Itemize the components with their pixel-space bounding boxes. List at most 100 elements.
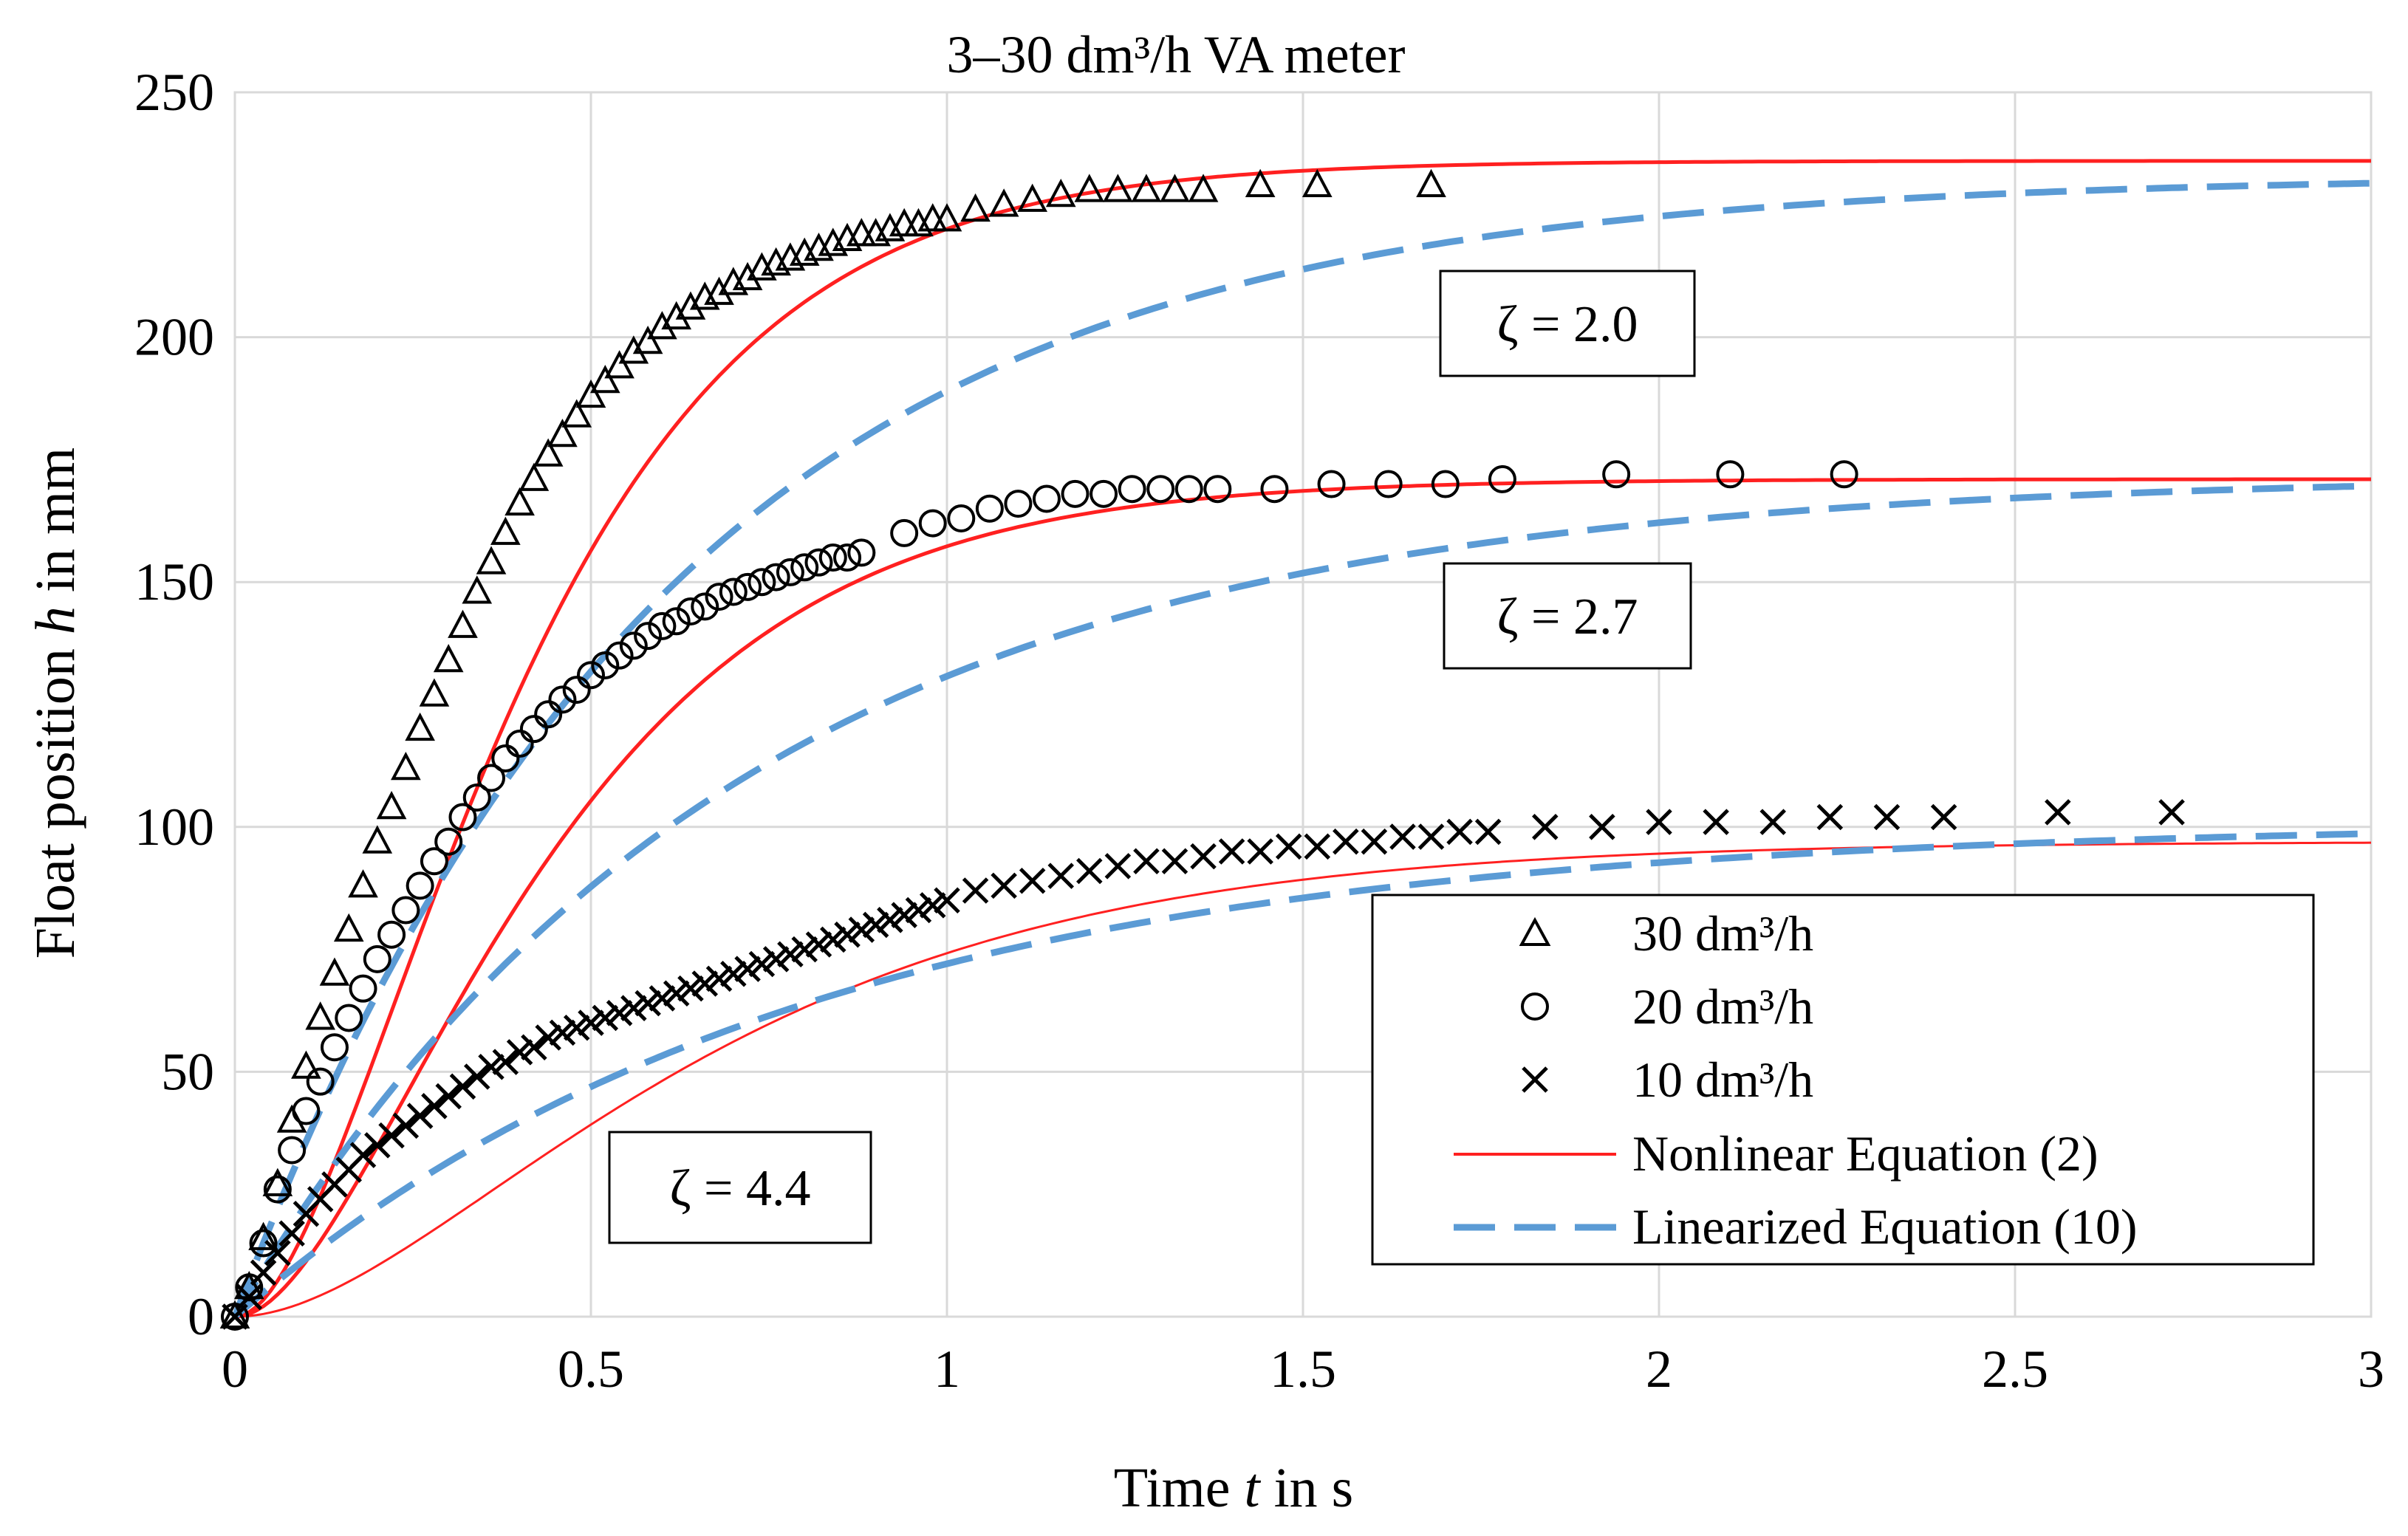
cross-point [1759,809,1787,835]
circle-point [975,494,1004,523]
circle-point [804,548,833,577]
circle-point [577,661,605,690]
triangle-point [604,350,635,379]
cross-point [1816,803,1844,831]
triangle-point [519,462,550,491]
triangle-point [575,379,606,408]
cross-point [449,1073,476,1100]
circle-point [292,1097,321,1125]
circle-point [890,518,919,547]
annotation-box [608,1131,872,1244]
circle-point [249,1229,278,1258]
circle-point [235,1273,264,1302]
cross-point [891,902,917,928]
legend-box [1371,894,2315,1266]
x-tick-label: 0 [222,1340,248,1399]
cross-point [236,1283,263,1311]
triangle-point [675,291,706,320]
cross-point [1275,833,1302,860]
triangle-point [1074,174,1105,202]
cross-point [1161,848,1188,874]
circle-point [221,1303,249,1331]
cross-point [748,950,776,978]
circle-point [335,1004,363,1032]
cross-point [2158,799,2185,826]
circle-point [1118,475,1146,504]
cross-point [2045,799,2071,826]
circle-point [1061,479,1090,508]
series-cross [222,799,2185,1330]
annotation-box [1443,562,1692,670]
triangle-point [632,325,663,354]
legend-item-nonlinear: Nonlinear Equation (2) [1454,1125,2099,1182]
legend: 30 dm³/h 20 dm³/h 10 dm³/h Nonlinear Equ… [1371,894,2315,1266]
triangle-point [1245,168,1276,198]
circle-point [1203,475,1232,504]
cross-point [720,960,747,987]
annotation-text: ζ = 2.7 [1497,589,1638,645]
circle-point [705,583,733,611]
cross-point [1304,833,1331,860]
circle-point [1317,470,1346,498]
cross-point [1930,803,1957,831]
cross-point [834,921,861,948]
cross-point [506,1039,533,1066]
circle-point [918,509,947,538]
cross-point [392,1112,420,1139]
circle-point [1431,470,1460,498]
circle-point [1032,484,1061,513]
annotation-text: ζ = 4.4 [670,1160,811,1217]
triangle-point [732,261,763,291]
cross-point [1417,823,1445,850]
triangle-point [917,203,948,232]
circle-point [634,622,663,651]
circle-point [349,974,377,1003]
cross-point [606,1000,633,1026]
circle-point [1602,460,1631,489]
triangle-point [305,1001,336,1030]
circle-point [278,1136,307,1165]
circle-point [505,730,534,758]
cross-point [463,1063,490,1090]
cross-point [1474,818,1502,846]
legend-cross-marker [1522,1066,1548,1093]
triangle-point [988,188,1019,217]
triangle-point [533,438,564,467]
legend-triangle-marker [1519,916,1551,946]
cross-point [578,1009,604,1036]
circle-point [519,715,548,744]
circle-point [847,538,876,567]
cross-point [222,1303,248,1330]
triangle-point [931,203,962,232]
cross-point [421,1093,448,1120]
triangle-point [561,399,592,428]
triangle-point [1188,174,1219,202]
legend-label: Nonlinear Equation (2) [1632,1125,2099,1182]
triangle-point [618,335,649,364]
y-axis-label: Float position h in mm [24,448,86,959]
annotation-zeta-2-0: ζ = 2.0 [1439,270,1696,377]
annotation-text: ζ = 2.0 [1497,296,1638,353]
x-tick-label: 0.5 [558,1340,624,1399]
triangle-point [433,644,464,673]
triangle-point [846,218,877,247]
cross-point [862,911,889,939]
legend-item-30: 30 dm³/h [1519,905,1813,961]
circle-point [1260,475,1289,504]
circle-point [733,572,762,601]
cross-point [592,1004,619,1032]
cross-point [991,872,1017,899]
circle-point [818,544,847,572]
nonlinear-curve [234,477,2371,1319]
x-tick-label: 1.5 [1270,1340,1336,1399]
triangle-point [1416,168,1446,198]
triangle-point [1302,168,1333,198]
triangle-point [319,957,350,986]
triangle-point [391,751,421,781]
circle-point [477,764,506,792]
cross-point [962,877,989,904]
annotation-box [1439,270,1696,377]
linearized-curve [232,482,2372,1319]
